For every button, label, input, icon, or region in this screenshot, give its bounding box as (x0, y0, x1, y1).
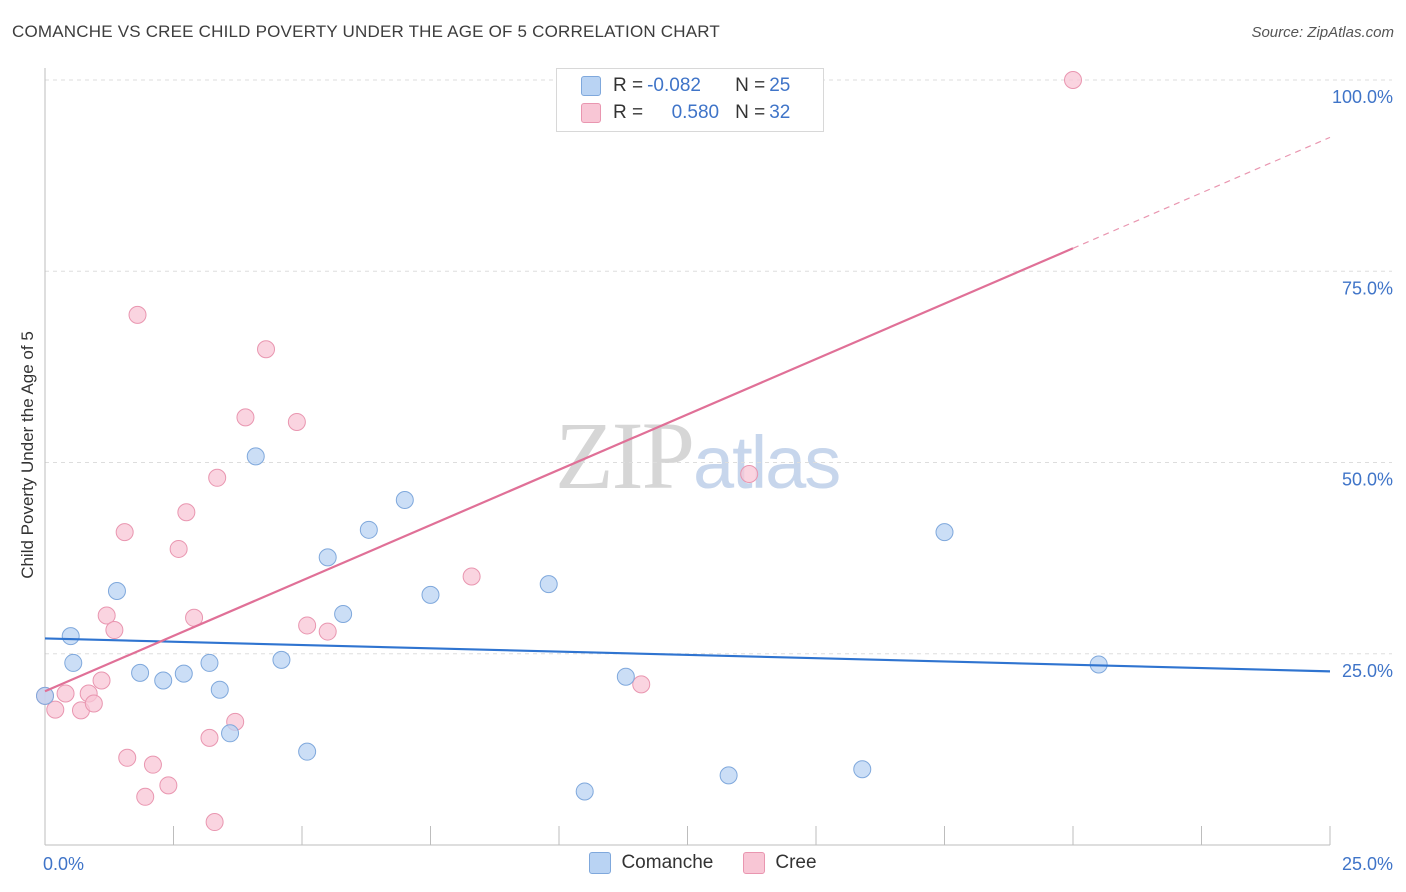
series-legend: Comanche Cree (0, 852, 1406, 874)
cree-point (205, 813, 224, 832)
cree-point (118, 748, 137, 767)
comanche-point (539, 575, 558, 594)
y-tick-label: 25.0% (1342, 661, 1393, 681)
cree-point (740, 464, 759, 483)
comanche-point (298, 742, 317, 761)
comanche-swatch (581, 76, 601, 96)
comanche-point (318, 548, 337, 567)
comanche-point (575, 782, 594, 801)
cree-point (143, 755, 162, 774)
comanche-point (719, 766, 738, 785)
comanche-point (272, 650, 291, 669)
cree-trend-line (44, 247, 1074, 693)
legend-item-comanche: Comanche (589, 852, 713, 874)
cree-r-value: 0.580 (671, 102, 720, 123)
cree-point (92, 671, 111, 690)
comanche-point (61, 627, 80, 646)
cree-swatch (581, 103, 601, 123)
cree-point (56, 684, 75, 703)
comanche-point (107, 582, 126, 601)
cree-point (84, 694, 103, 713)
source-label: Source: ZipAtlas.com (1251, 24, 1394, 41)
cree-point (462, 567, 481, 586)
cree-n-value: 32 (769, 102, 791, 123)
cree-point (200, 728, 219, 747)
comanche-point (64, 653, 83, 672)
legend-row-comanche: R = -0.082 N = 25 (581, 75, 790, 97)
comanche-point (210, 680, 229, 699)
comanche-trend-line (44, 637, 1331, 673)
cree-legend-label: Cree (775, 852, 817, 873)
cree-point (632, 675, 651, 694)
comanche-point (36, 686, 54, 705)
correlation-legend: R = -0.082 N = 25 R = 0.580 N = 32 (556, 68, 824, 132)
comanche-point (334, 604, 353, 623)
comanche-point (395, 490, 414, 509)
comanche-point (853, 760, 872, 779)
cree-point (159, 776, 178, 795)
comanche-point (359, 520, 378, 539)
cree-r-label: R = (613, 102, 644, 123)
comanche-point (154, 671, 173, 690)
comanche-r-value: -0.082 (647, 75, 701, 96)
comanche-point (616, 667, 635, 686)
comanche-legend-label: Comanche (621, 852, 714, 873)
cree-point (97, 606, 116, 625)
comanche-point (935, 523, 954, 542)
comanche-r-label: R = (613, 75, 644, 96)
x-tick-label-min: 0.0% (43, 854, 84, 874)
y-tick-label: 75.0% (1342, 278, 1393, 298)
cree-point (287, 412, 306, 431)
cree-point (1064, 71, 1082, 89)
cree-point (236, 408, 255, 427)
y-tick-label: 100.0% (1332, 87, 1393, 107)
cree-n-label: N = (735, 102, 766, 123)
cree-point (115, 523, 134, 542)
y-tick-label: 50.0% (1342, 470, 1393, 490)
cree-point (318, 622, 337, 641)
comanche-point (174, 664, 193, 683)
cree-point (208, 468, 227, 487)
legend-row-cree: R = 0.580 N = 32 (581, 102, 790, 124)
watermark-zip: ZIP (555, 402, 695, 509)
comanche-n-label: N = (735, 75, 766, 96)
cree-point (177, 503, 196, 522)
cree-point (257, 340, 276, 359)
comanche-n-value: 25 (769, 75, 791, 96)
cree-point (128, 305, 147, 324)
cree-point (169, 539, 188, 558)
legend-item-cree: Cree (743, 852, 817, 874)
cree-point (298, 616, 317, 635)
comanche-point (221, 724, 240, 743)
cree-point (105, 621, 124, 640)
cree-trend-extension (1072, 136, 1331, 249)
cree-point (46, 700, 65, 719)
comanche-point (246, 447, 265, 466)
comanche-legend-swatch (589, 852, 612, 874)
x-tick-label-max: 25.0% (1342, 854, 1393, 874)
comanche-point (131, 663, 150, 682)
cree-point (136, 787, 155, 806)
cree-legend-swatch (743, 852, 766, 874)
chart-title: COMANCHE VS CREE CHILD POVERTY UNDER THE… (12, 22, 721, 41)
comanche-point (200, 653, 219, 672)
comanche-point (421, 585, 440, 604)
